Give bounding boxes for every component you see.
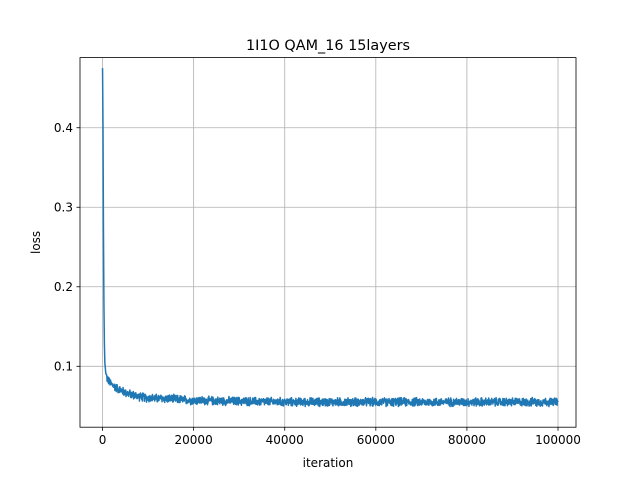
y-tick-label: 0.3	[54, 200, 73, 214]
x-tick-label: 40000	[266, 433, 304, 447]
y-tick-label: 0.2	[54, 280, 73, 294]
x-tick-label: 0	[99, 433, 107, 447]
x-axis: 0 20000 40000 60000 80000 100000	[99, 427, 581, 447]
x-tick-label: 60000	[357, 433, 395, 447]
y-tick-label: 0.4	[54, 121, 73, 135]
y-tick-label: 0.1	[54, 359, 73, 373]
series-layer	[101, 68, 559, 408]
y-axis-title: loss	[29, 231, 43, 254]
y-axis: 0.1 0.2 0.3 0.4	[54, 121, 80, 373]
chart-title: 1I1O QAM_16 15layers	[246, 38, 410, 54]
x-tick-label: 80000	[448, 433, 486, 447]
grid	[80, 57, 576, 428]
loss-series-line	[101, 68, 559, 408]
plot-frame	[79, 57, 577, 428]
x-axis-title: iteration	[303, 456, 354, 470]
x-tick-label: 100000	[535, 433, 581, 447]
x-tick-label: 20000	[175, 433, 213, 447]
